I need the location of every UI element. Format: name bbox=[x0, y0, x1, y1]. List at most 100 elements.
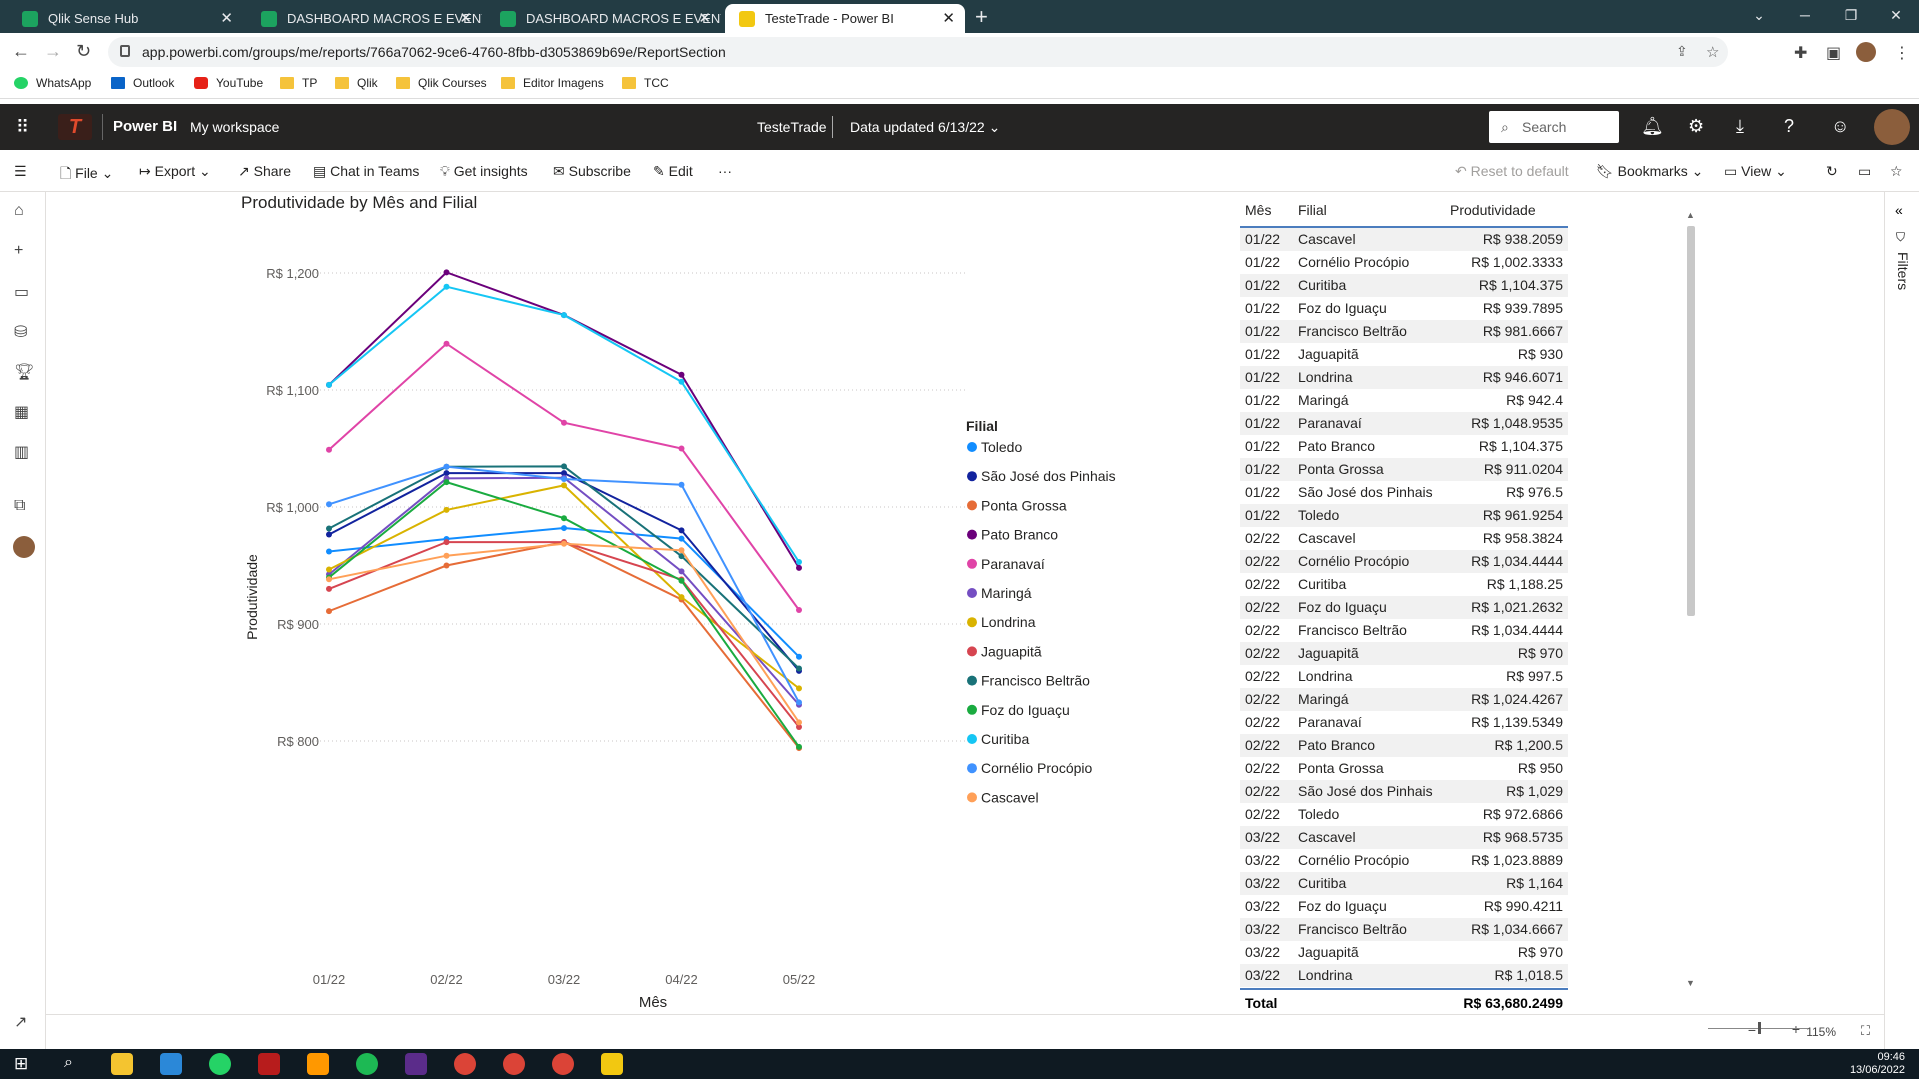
system-clock[interactable]: 09:46 13/06/2022 bbox=[1849, 1051, 1905, 1076]
data-point[interactable] bbox=[561, 525, 567, 532]
legend-item[interactable]: São José dos Pinhais bbox=[981, 468, 1116, 484]
expand-arrow-icon[interactable]: ↗ bbox=[14, 1014, 28, 1031]
line-chart[interactable]: R$ 800 R$ 900 R$ 1,000 R$ 1,100 R$ 1,200 01/… bbox=[46, 192, 1226, 1014]
table-row[interactable]: 01/22 Paranavaí R$ 1,048.9535 bbox=[1240, 412, 1568, 435]
zoom-out-icon[interactable]: − bbox=[1747, 1022, 1756, 1038]
data-point[interactable] bbox=[678, 527, 685, 534]
table-row[interactable]: 03/22 Jaguapitã R$ 970 bbox=[1240, 941, 1568, 964]
app-launcher-icon[interactable]: ⠿ bbox=[16, 117, 30, 137]
close-tab-icon[interactable]: ✕ bbox=[698, 10, 711, 27]
file-menu[interactable]: 🗋︎ File ⌄ bbox=[60, 165, 114, 181]
legend-item[interactable]: Cornélio Procópio bbox=[981, 760, 1092, 776]
table-row[interactable]: 01/22 Francisco Beltrão R$ 981.6667 bbox=[1240, 320, 1568, 343]
legend-item[interactable]: Francisco Beltrão bbox=[981, 673, 1090, 689]
table-row[interactable]: 02/22 Jaguapitã R$ 970 bbox=[1240, 642, 1568, 665]
table-row[interactable]: 03/22 Curitiba R$ 1,164 bbox=[1240, 872, 1568, 895]
series-line[interactable] bbox=[328, 481, 800, 748]
data-point[interactable] bbox=[443, 340, 450, 347]
legend-marker[interactable] bbox=[967, 704, 977, 715]
reload-icon[interactable]: ↻ bbox=[76, 41, 92, 61]
browser-tab-qlik-hub[interactable]: Qlik Sense Hub ✕ bbox=[8, 4, 243, 33]
data-point[interactable] bbox=[796, 719, 802, 726]
create-icon[interactable]: + bbox=[14, 242, 24, 259]
comment-icon[interactable]: ▭ bbox=[1858, 163, 1872, 179]
legend-item[interactable]: Maringá bbox=[981, 585, 1032, 601]
table-row[interactable]: 03/22 Londrina R$ 1,018.5 bbox=[1240, 964, 1568, 987]
table-row[interactable]: 01/22 Foz do Iguaçu R$ 939.7895 bbox=[1240, 297, 1568, 320]
address-bar[interactable]: app.powerbi.com/groups/me/reports/766a70… bbox=[108, 37, 1728, 67]
bookmark-youtube[interactable]: YouTube bbox=[194, 76, 263, 90]
bookmark-tcc[interactable]: TCC bbox=[622, 76, 669, 90]
data-hub-icon[interactable]: ⛁ bbox=[14, 324, 28, 341]
data-point[interactable] bbox=[678, 378, 685, 385]
close-tab-icon[interactable]: ✕ bbox=[220, 10, 233, 27]
minimize-icon[interactable]: ─ bbox=[1800, 7, 1810, 23]
data-point[interactable] bbox=[326, 381, 332, 388]
chart-series[interactable] bbox=[326, 269, 802, 752]
app-name[interactable]: Power BI bbox=[113, 118, 178, 135]
data-point[interactable] bbox=[561, 476, 567, 483]
table-row[interactable]: 01/22 Cascavel R$ 938.2059 bbox=[1240, 228, 1568, 251]
bookmark-tp[interactable]: TP bbox=[280, 76, 317, 90]
table-row[interactable]: 01/22 Pato Branco R$ 1,104.375 bbox=[1240, 435, 1568, 458]
data-point[interactable] bbox=[678, 568, 685, 575]
data-point[interactable] bbox=[796, 685, 802, 692]
column-header-produtividade[interactable]: Produtividade bbox=[1450, 202, 1536, 218]
data-point[interactable] bbox=[796, 653, 802, 660]
legend-item[interactable]: Paranavaí bbox=[981, 556, 1045, 572]
data-point[interactable] bbox=[678, 577, 685, 584]
table-row[interactable]: 03/22 Cornélio Procópio R$ 1,023.8889 bbox=[1240, 849, 1568, 872]
tab-search-icon[interactable]: ⌄ bbox=[1753, 7, 1765, 23]
table-row[interactable]: 02/22 Ponta Grossa R$ 950 bbox=[1240, 757, 1568, 780]
star-icon[interactable]: ☆ bbox=[1706, 44, 1720, 61]
share-page-icon[interactable]: ⇪ bbox=[1676, 43, 1688, 59]
browser-tab-powerbi[interactable]: TesteTrade - Power BI ✕ bbox=[725, 4, 965, 33]
subscribe-button[interactable]: ✉ Subscribe bbox=[553, 163, 631, 179]
table-row[interactable]: 03/22 Foz do Iguaçu R$ 990.4211 bbox=[1240, 895, 1568, 918]
zoom-in-icon[interactable]: + bbox=[1791, 1021, 1800, 1037]
profile-avatar[interactable] bbox=[1856, 42, 1876, 62]
column-header-filial[interactable]: Filial bbox=[1298, 202, 1327, 218]
data-point[interactable] bbox=[443, 479, 450, 486]
table-row[interactable]: 01/22 Toledo R$ 961.9254 bbox=[1240, 504, 1568, 527]
table-row[interactable]: 01/22 Maringá R$ 942.4 bbox=[1240, 389, 1568, 412]
bookmark-outlook[interactable]: Outlook bbox=[111, 76, 174, 90]
restore-icon[interactable]: ❐ bbox=[1844, 7, 1858, 23]
table-row[interactable]: 02/22 Curitiba R$ 1,188.25 bbox=[1240, 573, 1568, 596]
table-scrollbar[interactable]: ▲ ▼ bbox=[1686, 210, 1696, 990]
legend-marker[interactable] bbox=[967, 500, 977, 511]
more-options-button[interactable]: ··· bbox=[718, 163, 732, 179]
app-icon[interactable] bbox=[258, 1053, 280, 1075]
table-row[interactable]: 01/22 Londrina R$ 946.6071 bbox=[1240, 366, 1568, 389]
feedback-smiley-icon[interactable]: ☺ bbox=[1831, 116, 1850, 136]
table-row[interactable]: 01/22 Cornélio Procópio R$ 1,002.3333 bbox=[1240, 251, 1568, 274]
windows-start-icon[interactable]: ⊞ bbox=[14, 1054, 29, 1073]
table-row[interactable]: 02/22 Toledo R$ 972.6866 bbox=[1240, 803, 1568, 826]
data-point[interactable] bbox=[796, 724, 802, 730]
data-point[interactable] bbox=[561, 419, 567, 426]
data-point[interactable] bbox=[443, 539, 450, 546]
workspace-link[interactable]: My workspace bbox=[190, 119, 280, 135]
legend-marker[interactable] bbox=[967, 617, 977, 628]
reset-to-default-button[interactable]: ↶ Reset to default bbox=[1455, 163, 1569, 179]
data-point[interactable] bbox=[561, 470, 567, 477]
table-row[interactable]: 01/22 São José dos Pinhais R$ 976.5 bbox=[1240, 481, 1568, 504]
forward-icon[interactable]: → bbox=[44, 41, 62, 61]
extensions-icon[interactable]: ✚ bbox=[1794, 45, 1808, 62]
table-row[interactable]: 01/22 Jaguapitã R$ 930 bbox=[1240, 343, 1568, 366]
apps-icon[interactable]: ▦ bbox=[14, 404, 30, 421]
data-point[interactable] bbox=[561, 540, 567, 547]
legend-item[interactable]: Curitiba bbox=[981, 731, 1029, 747]
bookmarks-menu[interactable]: 🔖︎ Bookmarks ⌄ bbox=[1596, 163, 1704, 179]
data-point[interactable] bbox=[326, 576, 332, 583]
legend-marker[interactable] bbox=[967, 529, 977, 540]
search-icon[interactable]: ⌕ bbox=[64, 1054, 73, 1071]
data-point[interactable] bbox=[326, 525, 332, 532]
data-point[interactable] bbox=[796, 665, 802, 672]
data-point[interactable] bbox=[796, 743, 802, 750]
filters-pane[interactable]: « ⛉ Filters bbox=[1884, 192, 1919, 1049]
get-insights-button[interactable]: 💡︎ Get insights bbox=[440, 163, 528, 179]
table-row[interactable]: 02/22 Cornélio Procópio R$ 1,034.4444 bbox=[1240, 550, 1568, 573]
notifications-icon[interactable]: 🔔︎ bbox=[1641, 116, 1664, 136]
data-updated-dropdown[interactable]: Data updated 6/13/22 ⌄ bbox=[850, 119, 1001, 135]
